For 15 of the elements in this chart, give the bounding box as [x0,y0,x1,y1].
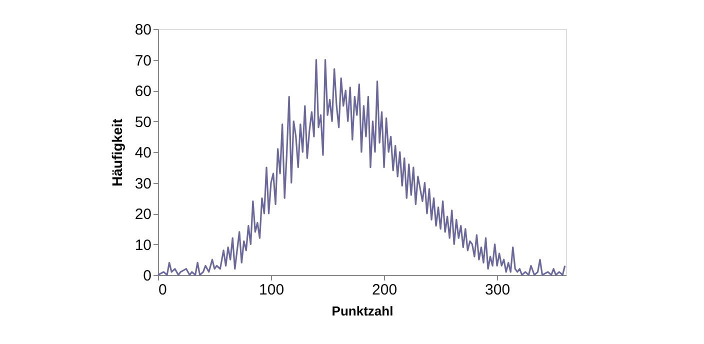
x-axis-title: Punktzahl [332,304,394,318]
x-tick-label: 100 [259,282,284,298]
y-tick-label: 0 [143,268,152,284]
y-tick-label: 60 [134,83,152,100]
y-tick-label: 80 [134,22,152,38]
x-tick-label: 300 [485,282,510,298]
y-tick-label: 30 [134,175,152,192]
x-tick-label: 0 [158,282,167,298]
y-axis-title: Häufigkeit [108,118,125,186]
y-tick-label: 70 [134,52,152,70]
y-tick-label: 50 [134,114,152,131]
y-tick-label: 20 [134,206,152,223]
x-tick-label: 200 [372,282,398,298]
y-tick-label: 40 [134,144,152,162]
y-tick-label: 10 [134,236,152,254]
